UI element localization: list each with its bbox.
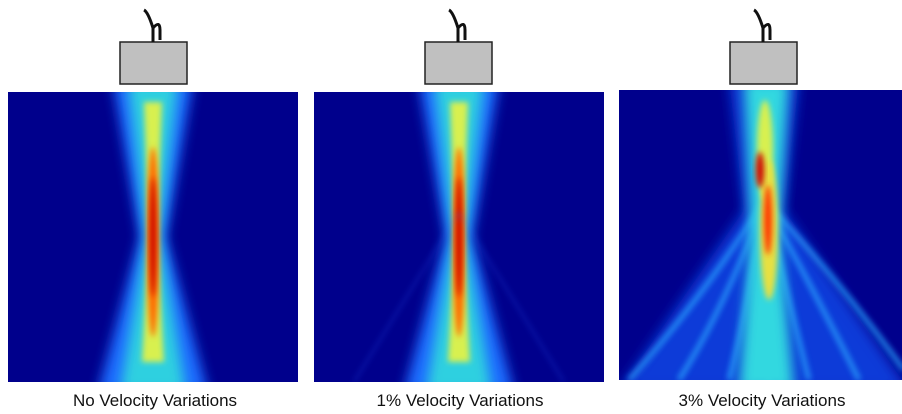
beam-image bbox=[8, 82, 298, 392]
transducer bbox=[730, 10, 797, 84]
panel: No Velocity Variations bbox=[8, 10, 298, 410]
panel: 3% Velocity Variations bbox=[619, 10, 902, 410]
caption: No Velocity Variations bbox=[73, 391, 237, 410]
caption: 3% Velocity Variations bbox=[679, 391, 846, 410]
figure: No Velocity Variations 1% Velocity Varia… bbox=[0, 0, 902, 414]
panel: 1% Velocity Variations bbox=[314, 10, 604, 410]
caption: 1% Velocity Variations bbox=[377, 391, 544, 410]
transducer bbox=[425, 10, 492, 84]
beam-image bbox=[314, 82, 604, 392]
beam-image bbox=[619, 80, 902, 390]
transducer bbox=[120, 10, 187, 84]
